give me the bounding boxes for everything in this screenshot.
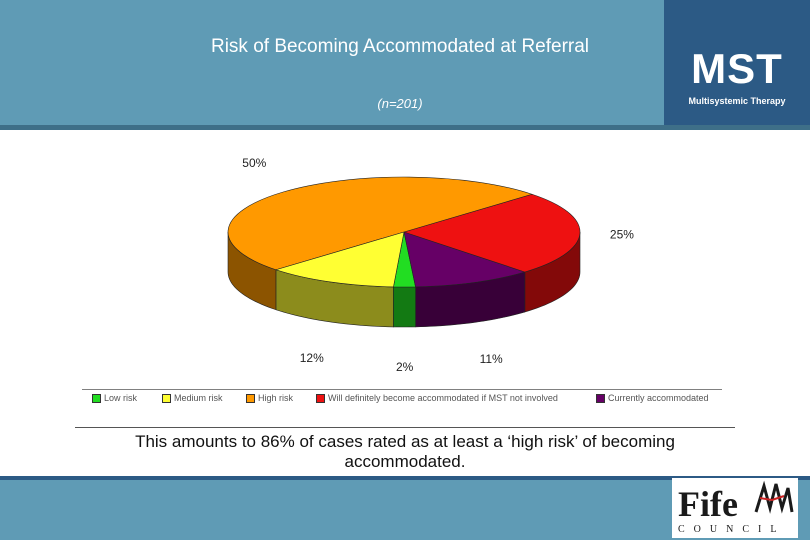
pie-slice-2 — [228, 176, 533, 271]
pie-slice-3 — [402, 193, 581, 273]
fife-crown-icon — [754, 480, 794, 514]
mst-logo: MST Multisystemic Therapy — [664, 0, 810, 125]
legend-swatch — [316, 394, 325, 404]
pie-data-label-3: 25% — [610, 228, 634, 242]
pie-data-label-1: 12% — [300, 351, 324, 365]
fife-council-logo: Fife COUNCIL — [672, 478, 798, 538]
legend-item-1: Medium risk — [162, 393, 223, 404]
legend-swatch — [596, 394, 605, 404]
legend-item-4: Currently accommodated — [596, 393, 709, 404]
mst-logo-text: MST — [691, 45, 783, 92]
legend-top-rule — [82, 389, 722, 390]
fife-red-mark-icon — [759, 495, 785, 502]
legend-swatch — [162, 394, 171, 404]
pie-data-label-4: 11% — [480, 352, 503, 366]
legend-swatch — [246, 394, 255, 404]
footer-divider — [0, 476, 810, 480]
slide-title: Risk of Becoming Accommodated at Referra… — [210, 36, 590, 57]
legend-label: Currently accommodated — [608, 393, 709, 403]
pie-data-label-0: 2% — [396, 360, 414, 374]
pie-slice-4 — [403, 231, 526, 288]
legend-swatch — [92, 394, 101, 404]
legend-label: Low risk — [104, 393, 138, 403]
legend-label: Medium risk — [174, 393, 223, 403]
legend-label: Will definitely become accommodated if M… — [328, 393, 558, 403]
legend-item-0: Low risk — [92, 393, 137, 404]
summary-text: This amounts to 86% of cases rated as at… — [135, 432, 675, 471]
pie-data-label-2: 50% — [242, 156, 266, 170]
fife-logo-text: Fife — [678, 484, 738, 524]
pie-slice-1 — [275, 231, 405, 288]
fife-logo-subtitle: COUNCIL — [678, 524, 785, 535]
pie-slice-side-0 — [393, 286, 416, 328]
legend-item-3: Will definitely become accommodated if M… — [316, 393, 558, 404]
legend-bottom-rule — [75, 427, 735, 428]
mst-logo-subtitle: Multisystemic Therapy — [688, 96, 786, 106]
header-divider — [0, 125, 810, 130]
legend-item-2: High risk — [246, 393, 293, 404]
slide-subtitle: (n=201) — [377, 96, 423, 111]
legend-label: High risk — [258, 393, 294, 403]
pie-chart: 2% 11% 25% 50% 12% — [227, 156, 634, 374]
